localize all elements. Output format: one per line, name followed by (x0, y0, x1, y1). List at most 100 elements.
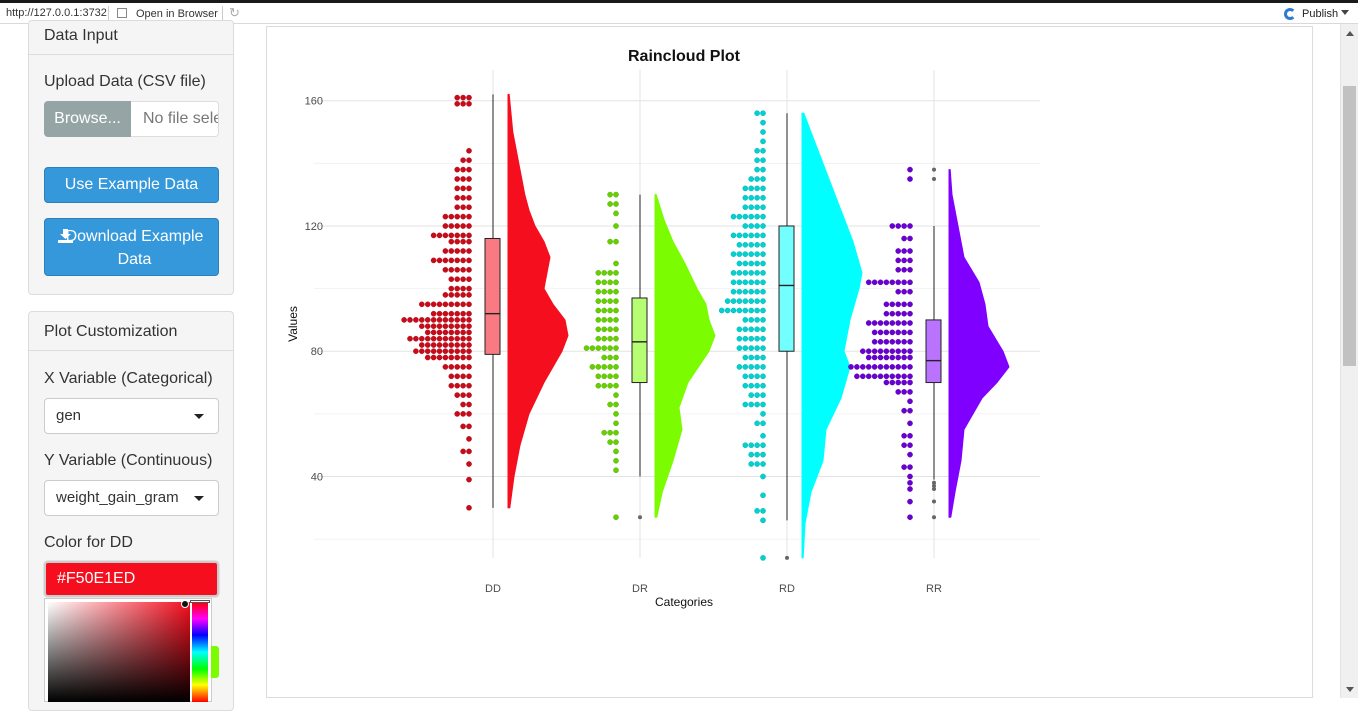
data-point (760, 373, 766, 380)
data-point (466, 204, 472, 210)
publish-dropdown-icon[interactable] (1341, 10, 1349, 15)
data-point (901, 354, 907, 361)
data-point (907, 354, 913, 361)
hue-handle[interactable] (190, 600, 210, 603)
data-point (607, 401, 613, 408)
data-point (901, 266, 907, 273)
scroll-thumb[interactable] (1343, 86, 1356, 366)
file-name-field[interactable]: No file selected (131, 101, 219, 137)
data-point (454, 354, 460, 361)
data-point (436, 301, 443, 308)
data-point (760, 451, 766, 458)
open-in-browser-button[interactable]: Open in Browser (136, 8, 218, 20)
open-in-browser-icon[interactable] (117, 8, 127, 18)
data-point (901, 248, 907, 254)
data-point (889, 223, 896, 229)
data-point (742, 213, 749, 220)
data-point (448, 266, 455, 273)
data-point (595, 326, 602, 333)
series-rd (718, 110, 863, 561)
data-point (895, 320, 902, 326)
data-point (889, 348, 896, 355)
data-point (883, 354, 890, 361)
data-point (748, 317, 755, 323)
data-point (736, 260, 743, 267)
data-point (742, 223, 749, 229)
use-example-data-button[interactable]: Use Example Data (44, 167, 219, 203)
data-point (466, 194, 472, 201)
data-point (601, 373, 608, 380)
data-point (907, 235, 913, 242)
data-point (895, 338, 902, 345)
data-point (871, 364, 878, 370)
outlier-point (932, 499, 936, 504)
download-example-data-button[interactable]: Download Example Data (44, 218, 219, 276)
address-url[interactable]: http://127.0.0.1:3732 (6, 7, 107, 19)
data-point (889, 329, 896, 336)
data-point (895, 364, 902, 370)
y-variable-select[interactable]: weight_gain_gram (44, 480, 219, 516)
scroll-up-icon[interactable] (1346, 31, 1354, 36)
data-point (601, 270, 608, 276)
color-dd-input[interactable]: #F50E1ED (44, 561, 219, 597)
data-point (460, 248, 466, 254)
data-point (754, 298, 760, 304)
data-point (871, 348, 878, 355)
data-point (754, 176, 760, 182)
data-point (460, 392, 466, 398)
data-point (754, 185, 760, 192)
saturation-value-area[interactable] (48, 600, 190, 702)
data-point (448, 342, 455, 348)
data-point (901, 320, 907, 326)
data-point (454, 185, 460, 192)
toolbar-divider (108, 6, 109, 21)
data-point (754, 508, 760, 514)
data-point (613, 288, 619, 295)
publish-button[interactable]: Publish (1302, 8, 1339, 20)
data-point (607, 298, 613, 304)
data-point (901, 329, 907, 336)
data-point (454, 204, 460, 210)
data-point (754, 451, 760, 458)
scroll-down-icon[interactable] (1346, 687, 1354, 692)
data-point (760, 420, 766, 427)
data-point (760, 461, 766, 467)
data-point (748, 185, 755, 192)
data-point (754, 213, 760, 220)
data-point (466, 348, 472, 355)
refresh-icon[interactable]: ↻ (229, 5, 240, 20)
plot-customization-title: Plot Customization (44, 323, 178, 340)
x-variable-select[interactable]: gen (44, 398, 219, 434)
data-point (442, 223, 449, 229)
data-point (760, 166, 766, 173)
data-point (613, 223, 619, 229)
data-point (424, 329, 431, 336)
hue-slider[interactable] (192, 602, 208, 702)
data-point (460, 323, 466, 330)
color-dr-input[interactable] (211, 646, 219, 678)
data-point (760, 364, 766, 370)
data-point (460, 364, 466, 370)
data-point (754, 345, 760, 351)
data-point (613, 201, 619, 207)
saturation-handle[interactable] (181, 600, 189, 608)
page-scrollbar[interactable] (1340, 24, 1358, 698)
data-point (760, 345, 766, 351)
browse-button[interactable]: Browse... (44, 101, 131, 137)
data-point (448, 310, 455, 317)
data-point (754, 335, 760, 342)
data-point (748, 270, 755, 276)
data-point (754, 288, 760, 295)
data-point (742, 232, 749, 239)
data-point (607, 382, 613, 389)
data-point (466, 176, 472, 182)
data-point (442, 342, 449, 348)
data-point (448, 285, 455, 292)
data-point (466, 317, 472, 323)
publish-icon[interactable] (1284, 8, 1296, 20)
sidebar: Data Input Upload Data (CSV file) Browse… (28, 20, 235, 711)
density-cloud (801, 112, 863, 559)
data-point (430, 310, 437, 317)
data-point (865, 364, 872, 370)
data-point (442, 232, 449, 239)
